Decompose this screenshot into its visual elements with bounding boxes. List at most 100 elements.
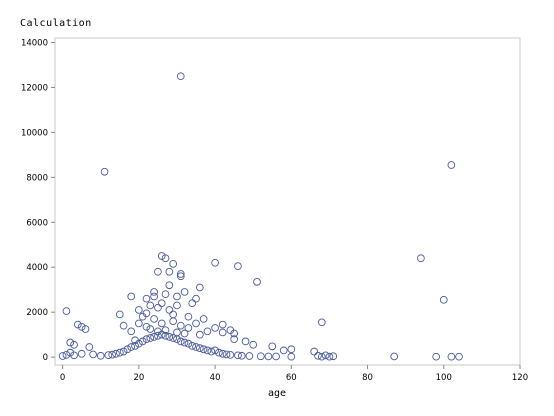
data-point-0-131 bbox=[325, 352, 334, 361]
data-point-0-10 bbox=[176, 270, 185, 278]
data-point-0-9 bbox=[169, 260, 178, 268]
data-point-0-104 bbox=[161, 331, 170, 340]
data-point-0-91 bbox=[112, 349, 120, 358]
data-point-0-31 bbox=[169, 310, 178, 319]
data-point-0-58 bbox=[390, 352, 399, 361]
data-point-0-4 bbox=[211, 258, 219, 267]
data-point-0-20 bbox=[150, 288, 158, 296]
data-point-0-42 bbox=[85, 343, 94, 351]
data-point-0-1 bbox=[100, 167, 109, 176]
data-point-0-118 bbox=[215, 348, 223, 357]
data-point-0-65 bbox=[184, 312, 193, 321]
data-point-0-102 bbox=[154, 331, 162, 340]
data-point-0-29 bbox=[154, 303, 162, 312]
data-point-0-114 bbox=[199, 345, 208, 354]
y-tick-label-4: 8000 bbox=[26, 173, 48, 183]
data-point-0-25 bbox=[127, 292, 136, 301]
data-point-0-94 bbox=[123, 345, 132, 354]
data-point-0-115 bbox=[203, 346, 212, 355]
data-point-0-96 bbox=[131, 342, 139, 350]
data-point-0-35 bbox=[317, 318, 326, 327]
data-point-0-22 bbox=[150, 292, 158, 301]
data-point-0-92 bbox=[115, 348, 124, 357]
data-point-0-51 bbox=[249, 340, 258, 349]
data-point-0-60 bbox=[447, 352, 456, 361]
x-tick-label-5: 100 bbox=[436, 373, 452, 383]
data-point-0-38 bbox=[77, 322, 86, 331]
data-point-0-75 bbox=[195, 330, 204, 339]
y-tick-label-6: 12000 bbox=[21, 83, 48, 93]
data-point-0-85 bbox=[70, 351, 78, 360]
x-tick-label-4: 80 bbox=[362, 373, 373, 383]
data-point-0-109 bbox=[180, 338, 189, 347]
data-point-0-80 bbox=[146, 325, 155, 333]
data-point-0-40 bbox=[66, 338, 75, 347]
y-tick-label-5: 10000 bbox=[21, 128, 48, 138]
data-point-0-74 bbox=[142, 322, 151, 331]
data-point-0-36 bbox=[62, 307, 71, 315]
data-point-0-82 bbox=[58, 352, 67, 360]
data-point-0-19 bbox=[154, 267, 162, 276]
data-point-0-72 bbox=[184, 324, 193, 332]
data-point-0-87 bbox=[89, 350, 97, 359]
data-point-0-16 bbox=[161, 290, 170, 299]
data-point-0-105 bbox=[165, 333, 174, 341]
data-point-0-120 bbox=[222, 350, 231, 359]
y-tick-label-0: 0 bbox=[43, 353, 48, 363]
data-point-0-13 bbox=[180, 288, 189, 296]
data-point-0-32 bbox=[173, 301, 181, 310]
data-point-0-26 bbox=[135, 306, 143, 314]
y-tick-label-1: 2000 bbox=[26, 308, 48, 318]
data-point-0-0 bbox=[176, 72, 185, 81]
data-point-0-59 bbox=[432, 352, 440, 361]
data-point-0-107 bbox=[173, 335, 181, 344]
data-point-0-108 bbox=[176, 337, 185, 346]
data-point-0-55 bbox=[310, 347, 319, 356]
data-points bbox=[58, 72, 463, 361]
data-point-0-41 bbox=[70, 340, 78, 349]
data-point-0-70 bbox=[169, 317, 178, 326]
data-point-0-43 bbox=[115, 310, 124, 319]
data-point-0-117 bbox=[211, 346, 219, 355]
data-point-0-95 bbox=[127, 343, 136, 351]
data-point-0-14 bbox=[195, 283, 204, 292]
data-point-0-30 bbox=[165, 306, 174, 314]
x-tick-label-2: 40 bbox=[210, 373, 221, 383]
data-point-0-97 bbox=[135, 339, 143, 348]
data-point-0-68 bbox=[150, 315, 158, 323]
data-point-0-122 bbox=[234, 351, 242, 360]
data-point-0-128 bbox=[287, 352, 296, 361]
x-tick-label-3: 60 bbox=[286, 373, 297, 383]
data-point-0-7 bbox=[161, 254, 170, 263]
data-point-0-83 bbox=[62, 351, 71, 359]
data-point-0-3 bbox=[417, 254, 425, 263]
data-point-0-106 bbox=[169, 334, 178, 342]
data-point-0-111 bbox=[188, 342, 197, 350]
data-point-0-116 bbox=[207, 347, 216, 356]
data-point-0-86 bbox=[77, 349, 86, 358]
data-point-0-61 bbox=[455, 352, 463, 361]
data-point-0-103 bbox=[157, 330, 166, 339]
data-point-0-124 bbox=[245, 352, 254, 360]
data-point-0-56 bbox=[321, 351, 330, 360]
data-point-0-93 bbox=[119, 347, 128, 356]
data-point-0-11 bbox=[176, 272, 185, 281]
data-point-0-99 bbox=[142, 335, 151, 344]
data-point-0-127 bbox=[272, 352, 280, 361]
data-point-0-5 bbox=[234, 262, 242, 270]
data-point-0-12 bbox=[173, 292, 181, 301]
data-point-0-123 bbox=[237, 351, 246, 360]
data-point-0-37 bbox=[74, 320, 82, 329]
data-point-0-67 bbox=[199, 315, 208, 323]
data-point-0-2 bbox=[447, 161, 456, 169]
data-point-0-79 bbox=[180, 329, 189, 338]
data-point-0-73 bbox=[135, 319, 143, 328]
y-tick-label-3: 6000 bbox=[26, 218, 48, 228]
data-point-0-84 bbox=[66, 348, 75, 357]
y-tick-label-7: 14000 bbox=[21, 38, 48, 48]
data-point-0-21 bbox=[142, 294, 151, 303]
data-point-0-52 bbox=[268, 342, 277, 351]
data-point-0-28 bbox=[142, 309, 151, 318]
data-point-0-77 bbox=[161, 326, 170, 335]
